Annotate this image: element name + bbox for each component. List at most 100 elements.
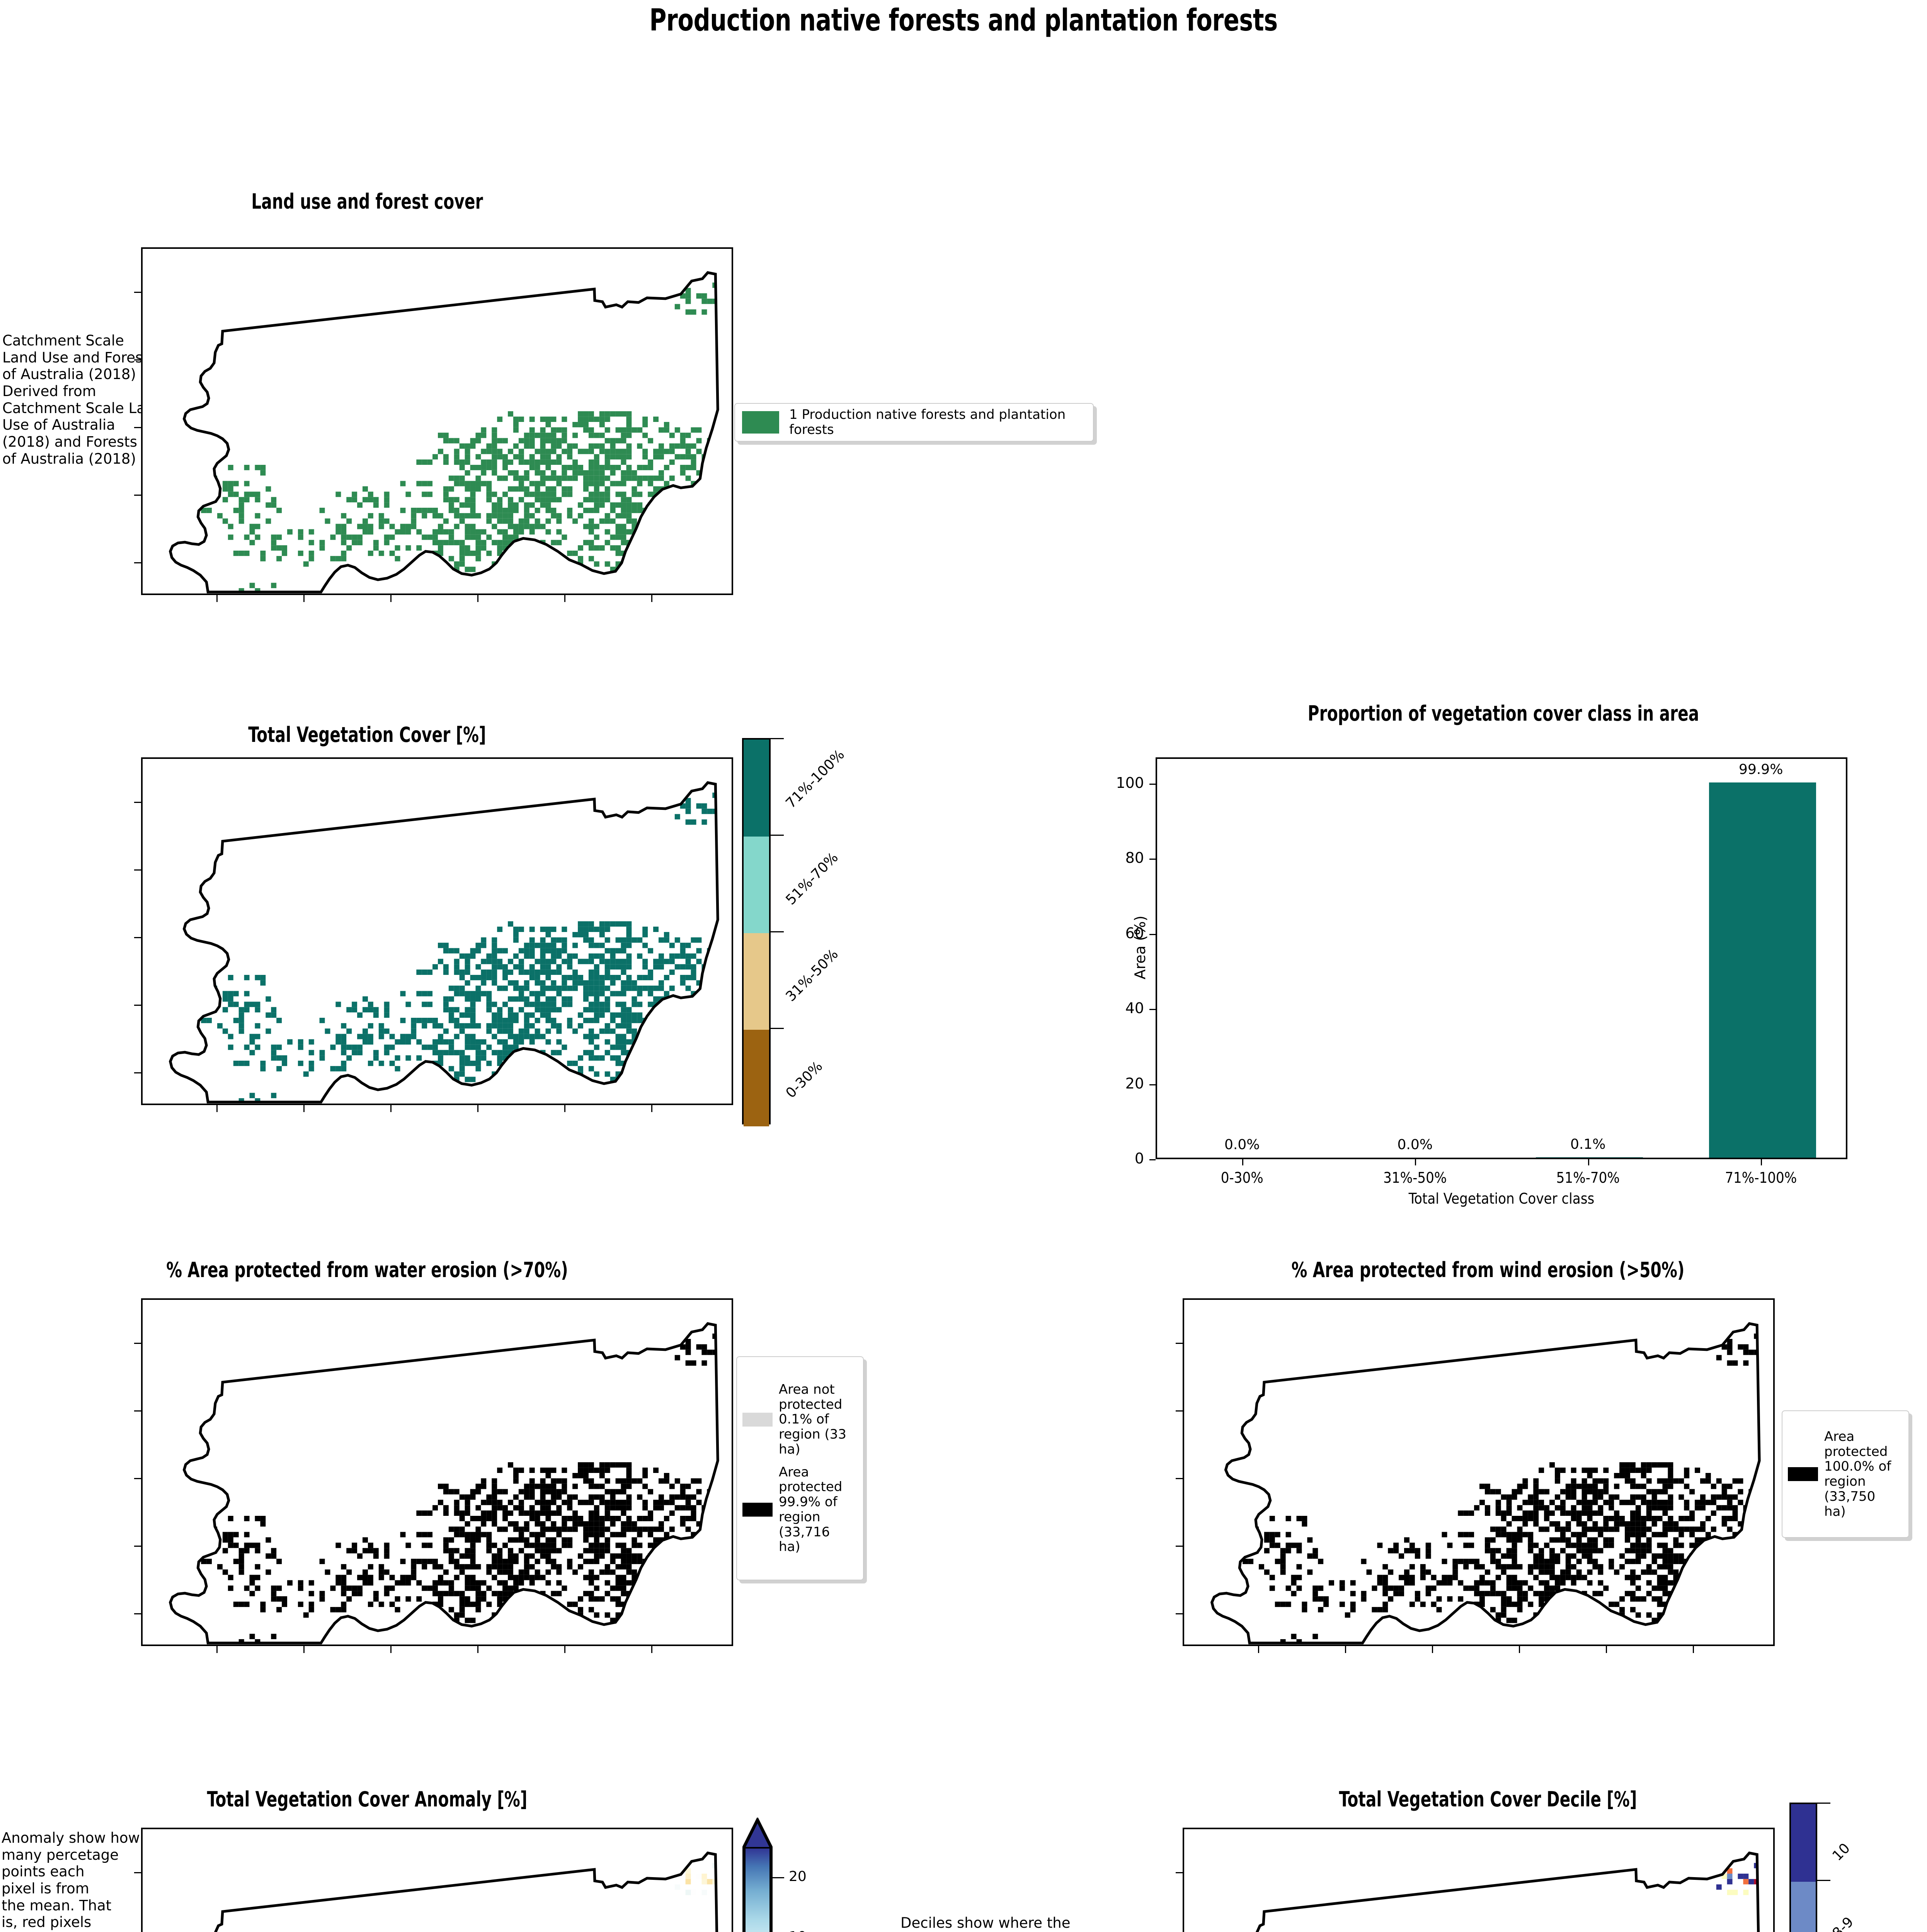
land-use-panel-title: Land use and forest cover	[251, 189, 483, 214]
barchart-y-tick-label: 40	[1125, 1000, 1144, 1017]
anomaly-panel-title: Total Vegetation Cover Anomaly [%]	[207, 1787, 528, 1811]
legend-swatch	[1788, 1467, 1818, 1481]
veg-cover-colorbar: 0-30% 31%-50% 51%-70% 71%-100%	[742, 730, 1013, 1140]
barchart-y-tick	[1149, 1159, 1156, 1160]
barchart-x-tick-label: 0-30%	[1221, 1169, 1263, 1186]
water-erosion-map-svg	[143, 1300, 732, 1645]
cbar-veg-segment	[744, 1029, 769, 1126]
wind-erosion-map	[1183, 1298, 1775, 1646]
legend-entry[interactable]: Area protected 100.0% of region (33,750 …	[1788, 1429, 1903, 1519]
barchart-x-tick	[1242, 1159, 1243, 1165]
barchart-x-tick-label: 51%-70%	[1556, 1169, 1620, 1186]
veg-cover-panel-title: Total Vegetation Cover [%]	[248, 723, 486, 747]
veg-cover-map	[141, 757, 733, 1105]
wind-erosion-pixels	[1243, 1333, 1760, 1643]
cbar-veg-tick	[771, 835, 784, 836]
cbar-veg-tick	[771, 738, 784, 739]
land-use-map	[141, 247, 733, 595]
cbar-veg-label: 51%-70%	[783, 849, 841, 908]
barchart-y-tick-label: 100	[1116, 774, 1144, 792]
bar-value-label: 0.0%	[1224, 1137, 1260, 1153]
bar-value-label: 99.9%	[1739, 762, 1783, 777]
anomaly-colorbar: 20100−10−20	[742, 1812, 960, 1932]
land-use-map-svg	[143, 249, 732, 594]
decile-map	[1183, 1828, 1775, 1932]
wind-erosion-panel-title: % Area protected from wind erosion (>50%…	[1291, 1258, 1685, 1282]
anomaly-colorbar-outline	[742, 1818, 773, 1932]
barchart-title: Proportion of vegetation cover class in …	[1307, 701, 1699, 726]
anomaly-map	[141, 1828, 733, 1932]
water-erosion-panel-title: % Area protected from water erosion (>70…	[166, 1258, 568, 1282]
legend-entry[interactable]: Area protected 99.9% of region (33,716 h…	[742, 1464, 858, 1555]
land-use-pixels	[201, 282, 718, 592]
barchart-bars	[1157, 759, 1846, 1158]
bar-2[interactable]	[1536, 1157, 1643, 1158]
bar-value-label: 0.0%	[1397, 1137, 1433, 1153]
cbar-dec-label: 8-9	[1829, 1914, 1857, 1932]
decile-colorbar: 12-34-78-910	[1789, 1795, 1927, 1932]
barchart-y-tick	[1149, 784, 1156, 785]
decile-pixels	[1716, 1863, 1760, 1895]
land-use-legend-label: 1 Production native forests and plantati…	[789, 407, 1066, 437]
anomaly-pixels	[674, 1863, 718, 1895]
barchart-x-tick-label: 31%-50%	[1383, 1169, 1447, 1186]
decile-map-svg	[1184, 1829, 1773, 1932]
cbar-dec-bar	[1789, 1803, 1817, 1932]
anomaly-map-svg	[143, 1829, 732, 1932]
land-use-source-note: Catchment Scale Land Use and Forests of …	[2, 332, 163, 467]
cbar-veg-label: 0-30%	[783, 1058, 826, 1101]
barchart-x-tick-label: 71%-100%	[1725, 1169, 1797, 1186]
barchart-y-tick	[1149, 1084, 1156, 1085]
cbar-dec-segment	[1791, 1804, 1816, 1882]
cbar-veg-segment	[744, 933, 769, 1030]
bar-value-label: 0.1%	[1570, 1136, 1606, 1153]
cbar-dec-label: 10	[1829, 1840, 1853, 1864]
barchart-x-tick	[1588, 1159, 1589, 1165]
legend-entry-label: Area not protected 0.1% of region (33 ha…	[779, 1381, 846, 1457]
cbar-veg-tick	[771, 931, 784, 932]
bar-3[interactable]	[1709, 782, 1816, 1158]
veg-cover-pixels	[201, 793, 718, 1102]
cbar-veg-label: 71%-100%	[783, 747, 848, 811]
barchart-y-tick	[1149, 1009, 1156, 1010]
barchart-y-tick-label: 20	[1125, 1075, 1144, 1092]
decile-explainer-note: Deciles show where the pixel value lies …	[901, 1915, 1071, 1932]
legend-swatch	[742, 1412, 773, 1427]
cbar-dec-segment	[1791, 1881, 1816, 1932]
cbar-veg-bar	[742, 738, 771, 1126]
cbar-veg-label: 31%-50%	[783, 946, 841, 1005]
wind-erosion-legend[interactable]: Area protected 100.0% of region (33,750 …	[1782, 1410, 1909, 1538]
barchart-y-tick	[1149, 934, 1156, 935]
cbar-dec-tick	[1817, 1803, 1830, 1804]
water-erosion-map	[141, 1298, 733, 1646]
cbar-veg-segment	[744, 836, 769, 933]
legend-entry-label: Area protected 99.9% of region (33,716 h…	[779, 1464, 843, 1555]
barchart-y-tick-label: 0	[1134, 1150, 1144, 1167]
anomaly-colorbar-tick-label: 10	[789, 1929, 807, 1932]
wind-erosion-map-svg	[1184, 1300, 1773, 1645]
barchart-plot-area	[1156, 757, 1847, 1159]
anomaly-colorbar-tick	[771, 1877, 784, 1878]
legend-entry[interactable]: Area not protected 0.1% of region (33 ha…	[742, 1382, 858, 1457]
barchart-y-axis-label: Area (%)	[1132, 915, 1149, 980]
veg-cover-map-svg	[143, 759, 732, 1104]
cbar-dec-tick	[1817, 1880, 1830, 1881]
page-title: Production native forests and plantation…	[649, 3, 1278, 38]
barchart-x-tick	[1415, 1159, 1416, 1165]
cbar-veg-tick	[771, 1028, 784, 1029]
anomaly-explainer-note: Anomaly show how many percetage points e…	[2, 1830, 140, 1932]
barchart-y-tick	[1149, 859, 1156, 860]
barchart-x-tick	[1761, 1159, 1762, 1165]
legend-swatch	[742, 1502, 773, 1517]
barchart-y-tick-label: 60	[1125, 924, 1144, 942]
water-erosion-legend[interactable]: Area not protected 0.1% of region (33 ha…	[736, 1356, 864, 1580]
anomaly-colorbar-tick-label: 20	[789, 1869, 807, 1884]
land-use-legend-swatch	[742, 411, 779, 434]
barchart-y-tick-label: 80	[1125, 849, 1144, 867]
water-erosion-pixels	[201, 1333, 718, 1643]
land-use-legend[interactable]: 1 Production native forests and plantati…	[734, 403, 1094, 442]
decile-panel-title: Total Vegetation Cover Decile [%]	[1339, 1787, 1637, 1811]
cbar-veg-segment	[744, 740, 769, 837]
barchart-x-axis-label: Total Vegetation Cover class	[1408, 1190, 1595, 1207]
legend-entry-label: Area protected 100.0% of region (33,750 …	[1824, 1429, 1891, 1519]
